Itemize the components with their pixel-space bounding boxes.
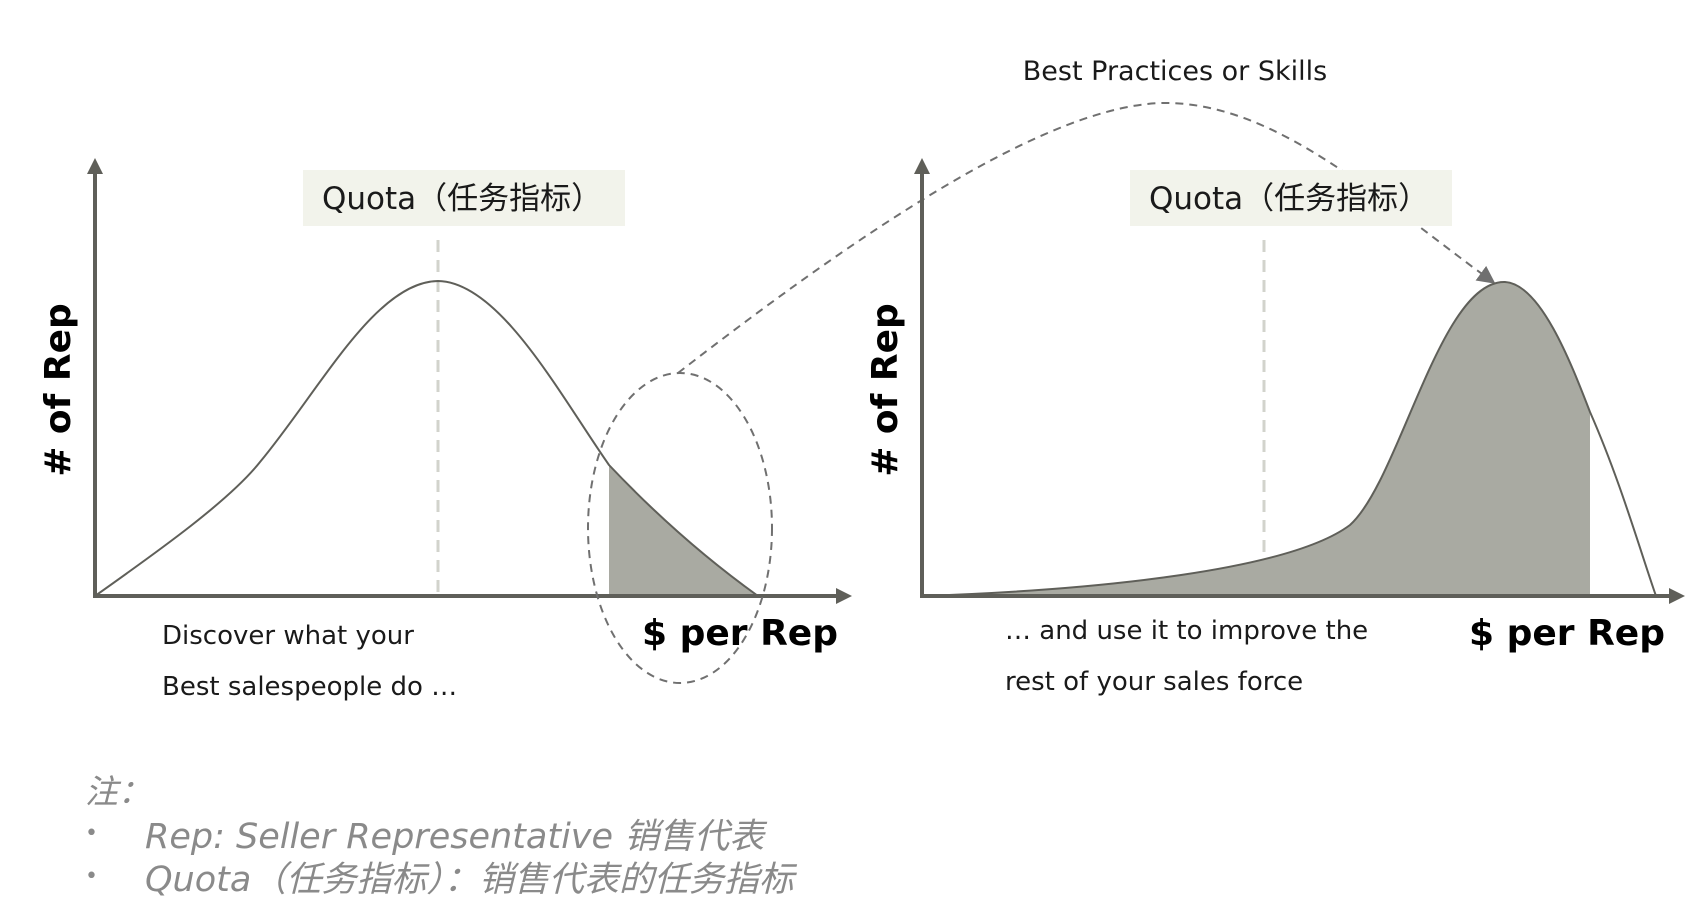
notes-title: 注：: [85, 772, 151, 811]
right-x-axis-label: $ per Rep: [1469, 613, 1665, 654]
bullet-icon: •: [85, 864, 98, 889]
best-practices-dashed-arrow: [677, 101, 1496, 374]
left-caption-line-1: Discover what your: [162, 621, 414, 651]
right-quota-label-box: [1130, 170, 1452, 226]
best-practices-label: Best Practices or Skills: [1023, 56, 1327, 87]
bullet-icon: •: [85, 821, 98, 846]
left-bell-curve: [94, 279, 759, 597]
left-panel: Quota（任务指标） # of Rep $ per Rep Discover …: [38, 158, 852, 702]
right-caption-line-1: … and use it to improve the: [1005, 616, 1368, 646]
note-item: • Rep: Seller Representative 销售代表: [85, 812, 794, 857]
note-item: • Quota（任务指标）：销售代表的任务指标: [85, 855, 794, 900]
top-performers-dashed-ellipse: [587, 372, 773, 684]
left-x-axis-label: $ per Rep: [642, 613, 838, 654]
right-panel: Quota（任务指标） # of Rep $ per Rep … and use…: [865, 158, 1685, 697]
note-item-text: Rep: Seller Representative 销售代表: [145, 817, 765, 857]
left-tail-shaded-region: [609, 465, 758, 596]
right-skewed-curve: [921, 280, 1657, 597]
left-caption-line-2: Best salespeople do …: [162, 672, 457, 702]
right-caption-line-2: rest of your sales force: [1005, 667, 1303, 697]
left-quota-label-box: [303, 170, 625, 226]
note-item-text: Quota（任务指标）：销售代表的任务指标: [145, 860, 794, 900]
right-shaded-area: [922, 281, 1590, 596]
left-quota-label: Quota（任务指标）: [322, 181, 602, 217]
notes-section: 注： • Rep: Seller Representative 销售代表 • Q…: [85, 772, 794, 900]
left-y-axis-label: # of Rep: [38, 303, 79, 477]
right-quota-label: Quota（任务指标）: [1149, 181, 1429, 217]
right-y-axis-label: # of Rep: [865, 303, 906, 477]
